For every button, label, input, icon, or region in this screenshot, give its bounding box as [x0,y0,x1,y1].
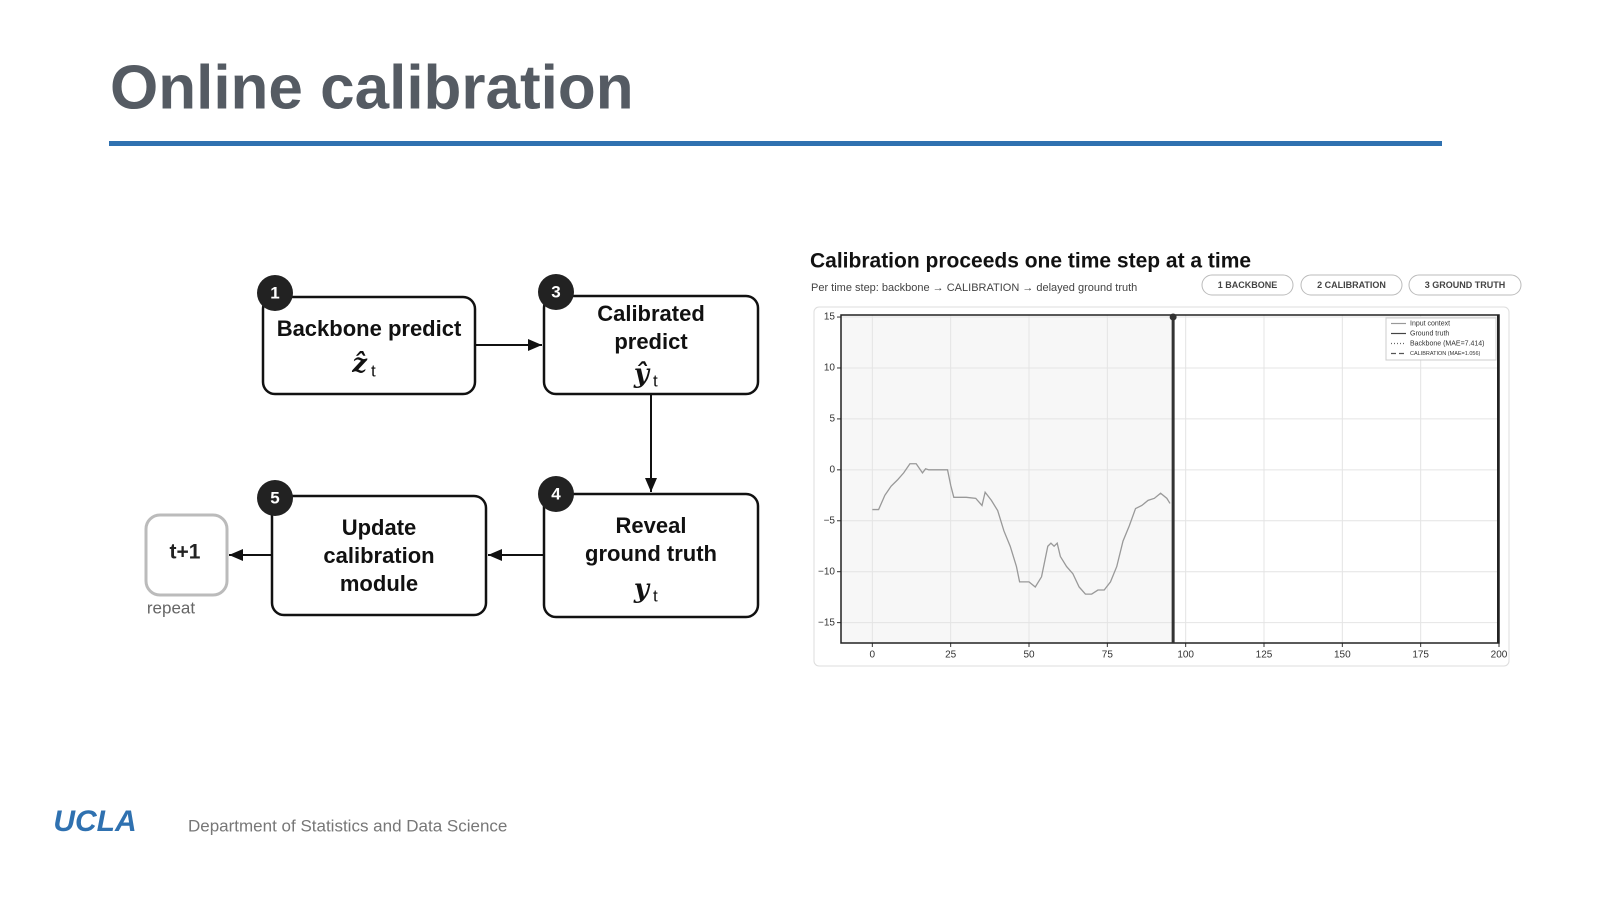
node-symbol: ŷ [633,359,651,389]
x-tick-label: 150 [1334,650,1351,661]
step-badge [257,275,293,311]
legend-label: Ground truth [1410,330,1449,337]
step-button[interactable] [1300,274,1403,296]
logo: UCLA [53,805,136,838]
step-badge [538,476,574,512]
node-label: Update [342,515,417,540]
legend-label: Input context [1410,320,1450,327]
step-number: 1 [270,283,279,302]
y-tick-label: 5 [829,414,835,425]
x-tick-label: 25 [945,650,957,661]
step-button-label[interactable]: 3 GROUND TRUTH [1425,280,1506,290]
x-tick-label: 0 [870,650,876,661]
node-subscript: t [653,371,658,390]
node-subscript: t [371,361,376,380]
x-tick-label: 50 [1023,650,1035,661]
context-shade [841,315,1174,643]
node-symbol: y [633,574,651,604]
node-box [261,295,477,396]
title-rule [109,141,1442,146]
repeat-note: repeat [147,598,195,617]
step-button[interactable] [1201,274,1294,296]
node-label: calibration [323,543,434,568]
chart-title: Calibration proceeds one time step at a … [810,250,1251,273]
legend [1385,317,1497,361]
step-number: 5 [270,488,279,507]
node-symbol: ẑ [351,349,368,379]
x-tick-label: 200 [1491,650,1508,661]
node-subscript: t [653,586,658,605]
x-tick-label: 75 [1102,650,1114,661]
x-tick-label: 100 [1177,650,1194,661]
x-tick-label: 125 [1256,650,1273,661]
step-button-label[interactable]: 1 BACKBONE [1218,280,1278,290]
step-number: 3 [551,282,560,301]
y-tick-label: 15 [824,312,836,323]
y-tick-label: 10 [824,363,836,374]
x-tick-label: 175 [1412,650,1429,661]
y-tick-label: 0 [829,464,835,475]
step-button-label[interactable]: 2 CALIBRATION [1317,280,1386,290]
line-series [872,463,1171,595]
node-box [542,492,760,619]
node-label: ground truth [585,541,717,566]
node-box [542,294,760,396]
repeat-label: t+1 [170,541,201,564]
repeat-box [144,513,229,597]
slide-title: Online calibration [110,53,634,122]
node-label: Calibrated [597,301,705,326]
node-label: predict [614,329,688,354]
legend-label: Backbone (MAE=7.414) [1410,340,1485,347]
y-tick-label: −15 [818,617,835,628]
node-box [270,494,488,617]
department: Department of Statistics and Data Scienc… [188,816,507,835]
current-step-dot [1169,313,1177,321]
y-tick-label: −5 [824,515,836,526]
node-label: Backbone predict [277,316,462,341]
step-badge [538,274,574,310]
node-label: module [340,571,418,596]
step-number: 4 [551,484,561,503]
y-tick-label: −10 [818,566,835,577]
step-badge [257,480,293,516]
chart-subtitle: Per time step: backbone → CALIBRATION → … [811,282,1137,294]
step-button[interactable] [1408,274,1522,296]
node-label: Reveal [616,513,687,538]
legend-label: CALIBRATION (MAE=1.056) [1410,351,1481,357]
